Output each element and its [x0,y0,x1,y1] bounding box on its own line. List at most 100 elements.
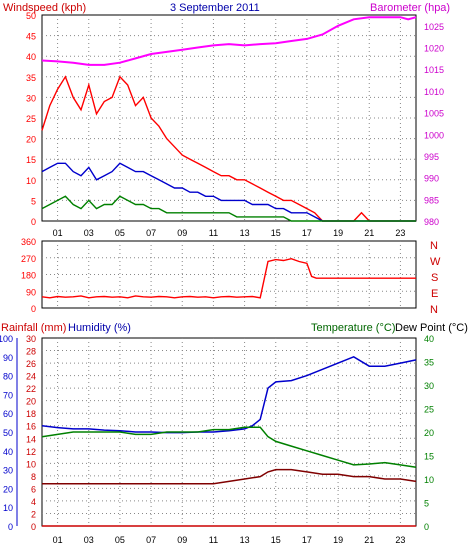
temp-x-tick-label: 03 [84,535,94,545]
dir-y-tick-label: 360 [21,237,36,247]
wind-x-tick-label: 09 [177,228,187,238]
wind-y-tick-label: 10 [26,176,36,186]
barometer-tick-label: 1005 [424,109,444,119]
temp-x-tick-label: 23 [395,535,405,545]
wind-x-tick-label: 19 [333,228,343,238]
barometer-tick-label: 990 [424,174,439,184]
humidity-tick-label: 0 [31,522,36,532]
barometer-tick-label: 1000 [424,130,444,140]
temperature-tick-label: 35 [424,358,434,368]
temperature-tick-label: 40 [424,334,434,344]
temp-x-tick-label: 05 [115,535,125,545]
humidity-tick-label: 8 [31,472,36,482]
rainfall-axis-label: Rainfall (mm) [1,322,66,334]
wind-y-tick-label: 45 [26,32,36,42]
rainfall-tick-label: 20 [3,484,13,494]
temp-x-tick-label: 13 [240,535,250,545]
barometer-tick-label: 995 [424,152,439,162]
temperature-tick-label: 10 [424,475,434,485]
temp-series-temperature [41,426,417,469]
compass-label-n-top: N [430,240,438,252]
dir-y-tick-label: 90 [26,287,36,297]
temp-x-tick-label: 19 [333,535,343,545]
barometer-tick-label: 1025 [424,22,444,32]
temperature-tick-label: 30 [424,381,434,391]
humidity-axis-label: Humidity (%) [68,322,131,334]
humidity-tick-label: 28 [26,347,36,357]
humidity-tick-label: 12 [26,447,36,457]
humidity-tick-label: 16 [26,422,36,432]
series-layer [41,16,417,527]
humidity-tick-label: 6 [31,484,36,494]
wind-y-tick-label: 0 [31,217,36,227]
barometer-tick-label: 985 [424,195,439,205]
humidity-tick-label: 20 [26,397,36,407]
wind-series-low [41,195,416,222]
grid-layer [42,15,416,526]
rainfall-tick-label: 40 [3,447,13,457]
dewpoint-axis-label: Dew Point (°C) [395,322,468,334]
wind-y-tick-label: 35 [26,73,36,83]
temperature-tick-label: 0 [424,522,429,532]
rainfall-tick-label: 0 [8,522,13,532]
temperature-tick-label: 15 [424,452,434,462]
dir-series-direction [41,257,416,299]
wind-x-tick-label: 05 [115,228,125,238]
temperature-axis-label: Temperature (°C) [311,322,395,334]
wind-x-tick-label: 15 [271,228,281,238]
rainfall-tick-label: 50 [3,428,13,438]
barometer-tick-label: 980 [424,217,439,227]
compass-label-e: E [431,288,438,300]
temp-x-tick-label: 11 [209,535,218,545]
barometer-tick-label: 1020 [424,44,444,54]
rainfall-tick-label: 10 [3,503,13,513]
humidity-tick-label: 14 [26,434,36,444]
chart-date-title: 3 September 2011 [170,2,260,14]
dir-y-tick-label: 180 [21,271,36,281]
compass-label-n-bottom: N [430,304,438,316]
temperature-tick-label: 5 [424,499,429,509]
wind-y-tick-label: 20 [26,135,36,145]
wind-y-tick-label: 15 [26,155,36,165]
wind-x-tick-label: 17 [302,228,312,238]
temp-series-dewpoint [42,468,417,485]
wind-x-tick-label: 21 [364,228,374,238]
temp-x-tick-label: 09 [177,535,187,545]
wind-x-tick-label: 23 [395,228,405,238]
temperature-tick-label: 20 [424,428,434,438]
humidity-tick-label: 2 [31,509,36,519]
humidity-tick-label: 22 [26,384,36,394]
rainfall-tick-label: 60 [3,409,13,419]
barometer-tick-label: 1015 [424,65,444,75]
rainfall-tick-label: 80 [3,372,13,382]
axes-layer: 0510152025303540455098098599099510001005… [0,11,444,545]
compass-label-s: S [431,272,438,284]
humidity-tick-label: 18 [26,409,36,419]
temperature-tick-label: 25 [424,405,434,415]
temp-x-tick-label: 15 [271,535,281,545]
humidity-tick-label: 30 [26,334,36,344]
windspeed-axis-label: Windspeed (kph) [3,2,86,14]
wind-x-tick-label: 01 [53,228,63,238]
wind-series-barometer [41,16,417,66]
humidity-tick-label: 26 [26,359,36,369]
humidity-tick-label: 24 [26,372,36,382]
wind-x-tick-label: 07 [146,228,156,238]
rainfall-tick-label: 90 [3,353,13,363]
barometer-axis-label: Barometer (hpa) [370,2,450,14]
wind-y-tick-label: 25 [26,114,36,124]
wind-y-tick-label: 5 [31,196,36,206]
temp-series-humidity [41,355,417,434]
dir-y-tick-label: 0 [31,304,36,314]
wind-y-tick-label: 30 [26,93,36,103]
humidity-tick-label: 10 [26,459,36,469]
temp-x-tick-label: 01 [53,535,63,545]
wind-series-average [41,162,416,222]
temp-x-tick-label: 07 [146,535,156,545]
rainfall-tick-label: 30 [3,466,13,476]
humidity-tick-label: 4 [31,497,36,507]
wind-y-tick-label: 40 [26,52,36,62]
wind-series-gust [41,75,416,222]
wind-x-tick-label: 13 [240,228,250,238]
dir-y-tick-label: 270 [21,254,36,264]
